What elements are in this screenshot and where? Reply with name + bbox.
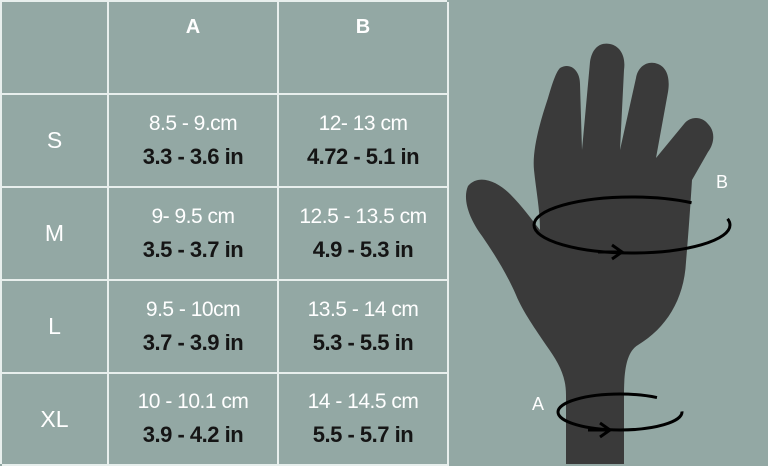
- a-cm-value: 8.5 - 9.cm: [148, 111, 238, 135]
- a-cm-value: 9- 9.5 cm: [151, 204, 235, 228]
- a-inch-value: 3.9 - 4.2 in: [142, 422, 244, 447]
- label-a: A: [532, 394, 544, 414]
- b-cm-value: 13.5 - 14 cm: [307, 297, 419, 321]
- size-cell: XL: [2, 374, 109, 466]
- measure-a-cell: 8.5 - 9.cm 3.3 - 3.6 in: [109, 95, 279, 188]
- measure-b-cell: 12.5 - 13.5 cm 4.9 - 5.3 in: [279, 188, 449, 281]
- header-cell-a: A: [109, 2, 279, 95]
- palm-arrow-icon: [598, 243, 625, 261]
- column-header-b: B: [355, 16, 371, 38]
- b-inch-value: 5.3 - 5.5 in: [312, 329, 414, 355]
- header-corner-cell: [2, 2, 109, 95]
- measure-b-cell: 12- 13 cm 4.72 - 5.1 in: [279, 95, 449, 188]
- wrist-measure-loop: [556, 392, 684, 432]
- a-inch-value: 3.5 - 3.7 in: [142, 236, 244, 262]
- size-label: L: [48, 313, 61, 339]
- size-cell: M: [2, 188, 109, 281]
- size-label: S: [46, 127, 63, 153]
- wrist-arrow-icon: [588, 421, 613, 439]
- size-label: XL: [40, 405, 69, 432]
- size-table: A B S 8.5 - 9.cm 3.3 - 3.6 in 12- 13 cm …: [0, 0, 449, 466]
- measure-a-cell: 9- 9.5 cm 3.5 - 3.7 in: [109, 188, 279, 281]
- hand-silhouette: [465, 43, 714, 464]
- size-cell: L: [2, 281, 109, 374]
- column-header-a: A: [185, 16, 201, 38]
- a-inch-value: 3.7 - 3.9 in: [142, 329, 244, 355]
- a-inch-value: 3.3 - 3.6 in: [142, 143, 244, 169]
- size-cell: S: [2, 95, 109, 188]
- a-cm-value: 9.5 - 10cm: [145, 297, 241, 321]
- header-cell-b: B: [279, 2, 449, 95]
- measure-b-cell: 14 - 14.5 cm 5.5 - 5.7 in: [279, 374, 449, 466]
- measure-b-cell: 13.5 - 14 cm 5.3 - 5.5 in: [279, 281, 449, 374]
- b-cm-value: 12.5 - 13.5 cm: [299, 204, 427, 228]
- b-inch-value: 4.72 - 5.1 in: [306, 143, 420, 169]
- size-label: M: [44, 220, 65, 246]
- b-inch-value: 4.9 - 5.3 in: [312, 236, 414, 262]
- palm-measure-loop: [532, 195, 732, 255]
- b-inch-value: 5.5 - 5.7 in: [312, 422, 414, 447]
- a-cm-value: 10 - 10.1 cm: [137, 390, 249, 413]
- hand-measurement-diagram: B A: [465, 43, 732, 464]
- b-cm-value: 12- 13 cm: [318, 111, 408, 135]
- measure-a-cell: 9.5 - 10cm 3.7 - 3.9 in: [109, 281, 279, 374]
- measure-a-cell: 10 - 10.1 cm 3.9 - 4.2 in: [109, 374, 279, 466]
- b-cm-value: 14 - 14.5 cm: [307, 390, 419, 413]
- label-b: B: [716, 172, 728, 192]
